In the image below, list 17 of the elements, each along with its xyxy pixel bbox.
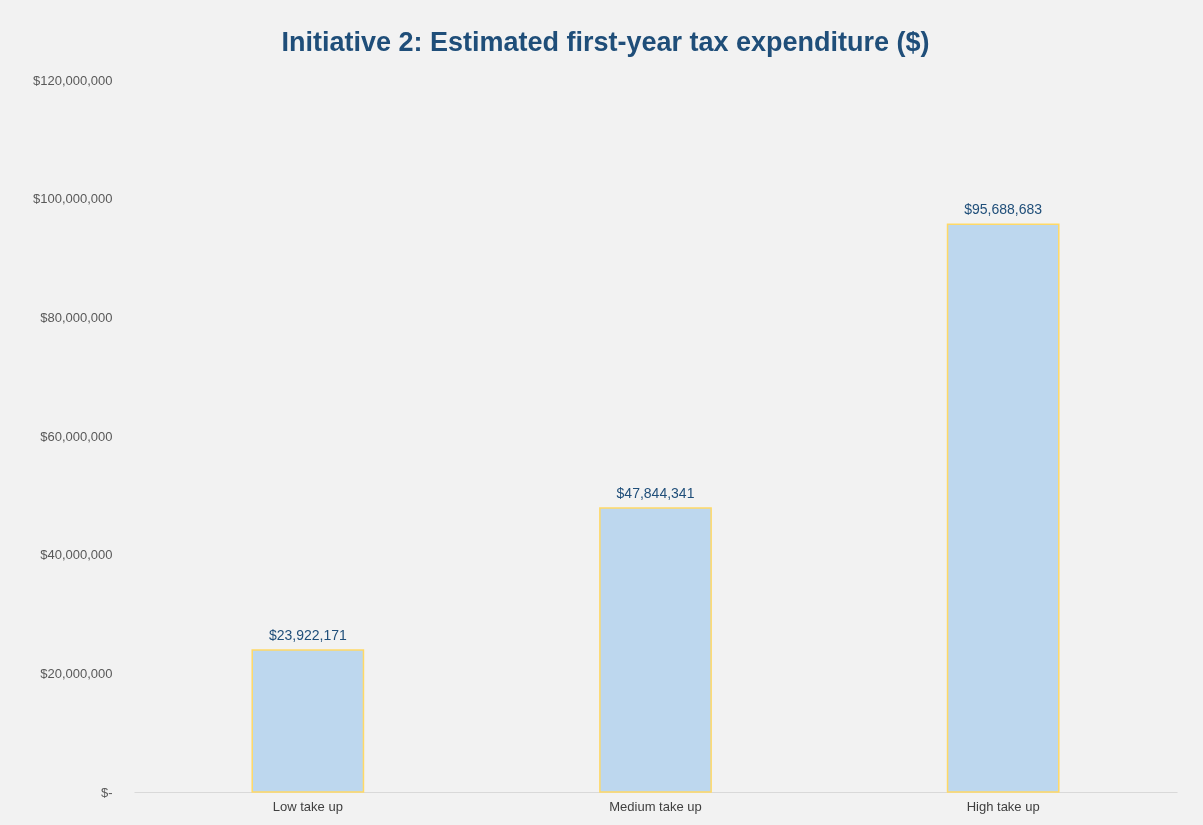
data-label: $95,688,683 bbox=[964, 201, 1043, 218]
bar bbox=[946, 223, 1060, 793]
bar bbox=[251, 649, 365, 793]
bar bbox=[599, 507, 712, 793]
chart-title: Initiative 2: Estimated first-year tax expenditure ($) bbox=[281, 27, 930, 57]
data-label: $47,844,341 bbox=[616, 485, 695, 502]
y-tick-label: $20,000,000 bbox=[40, 665, 113, 681]
x-tick-label: Medium take up bbox=[609, 798, 702, 814]
y-tick-label: $100,000,000 bbox=[32, 191, 113, 207]
y-tick-label: $60,000,000 bbox=[40, 428, 113, 444]
y-tick-label: $80,000,000 bbox=[40, 309, 113, 325]
y-tick-label: $120,000,000 bbox=[32, 72, 113, 88]
y-tick-label: $40,000,000 bbox=[40, 547, 113, 563]
x-tick-label: Low take up bbox=[272, 798, 343, 814]
data-label: $23,922,171 bbox=[268, 627, 347, 644]
x-tick-label: High take up bbox=[966, 798, 1040, 814]
y-tick-label: $- bbox=[100, 784, 113, 800]
